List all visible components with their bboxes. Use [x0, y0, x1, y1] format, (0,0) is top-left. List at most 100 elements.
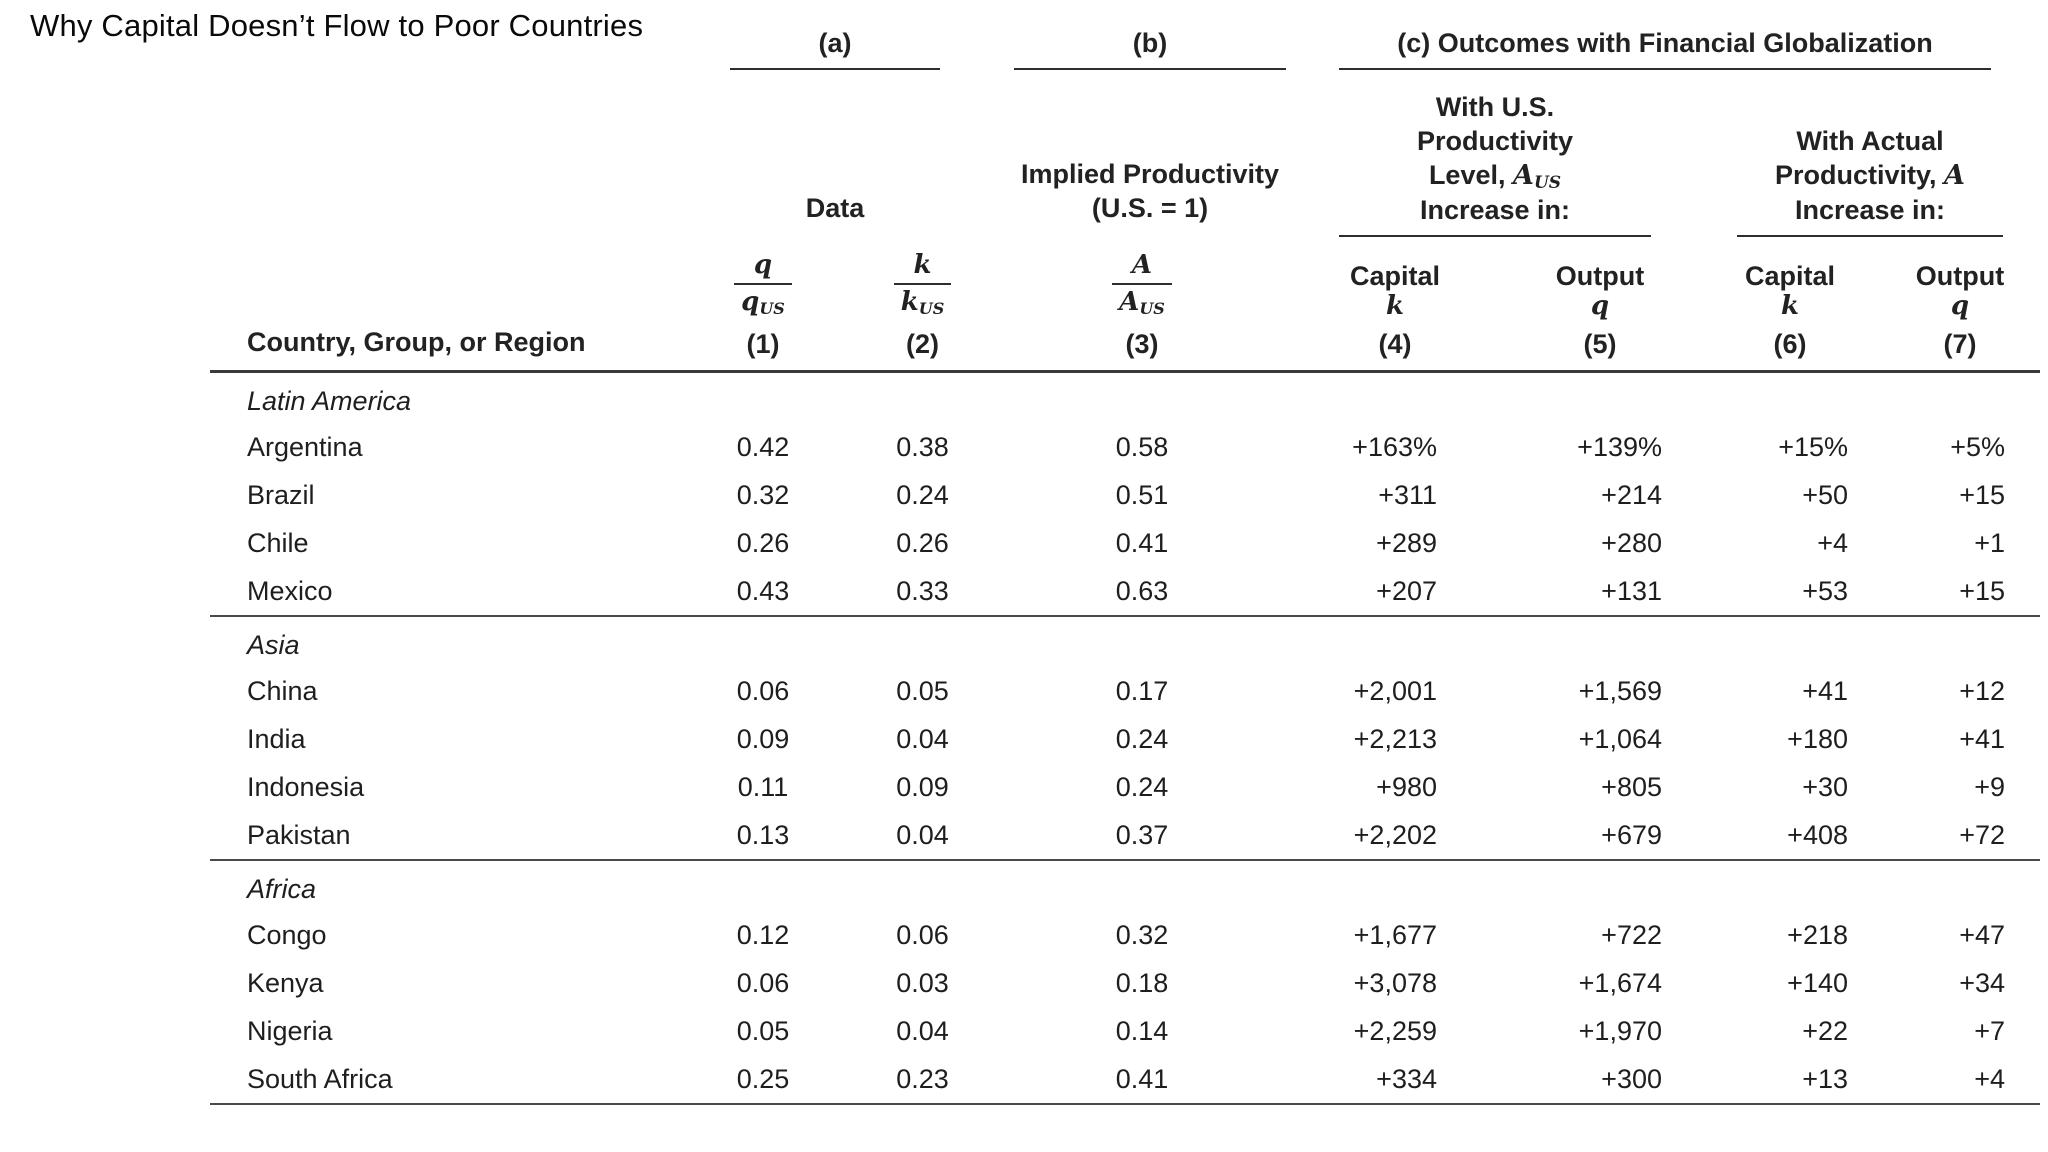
implied-productivity-label: Implied Productivity (U.S. = 1): [1020, 159, 1280, 223]
table-body: Latin America Argentina 0.42 0.38 0.58 +163% +…: [210, 372, 2040, 1105]
col4-header: Capital k (4): [1290, 237, 1500, 374]
value-cell-col6: +22: [1802, 1016, 1848, 1047]
value-cell-col6: +408: [1700, 811, 1880, 861]
value-cell-col4: +3,078: [1353, 968, 1437, 999]
col3-number: (3): [1125, 329, 1159, 360]
value-cell-col1: 0.12: [736, 920, 790, 951]
value-cell-col2: 0.05: [896, 676, 949, 707]
value-cell-col2: 0.06: [896, 920, 949, 951]
value-cell-col6: +13: [1700, 1055, 1880, 1105]
col4-number: (4): [1378, 329, 1412, 360]
value-cell-col7: +41: [1959, 724, 2005, 755]
country-column-header: Country, Group, or Region: [210, 237, 660, 374]
subscript-us: US: [759, 299, 785, 319]
col3-header: A AUS (3): [1010, 237, 1290, 374]
group-c-header: (c) Outcomes with Financial Globalizatio…: [1290, 24, 2040, 70]
value-cell-col1: 0.06: [736, 676, 790, 707]
value-cell-col6: +140: [1787, 968, 1848, 999]
country-row: Argentina 0.42 0.38 0.58 +163% +139% +15% +5%: [210, 424, 2040, 472]
value-cell-col2: 0.38: [896, 432, 949, 463]
value-cell-col3: 0.41: [1115, 528, 1169, 559]
country-name: Nigeria: [247, 1016, 333, 1047]
value-cell-col4: +207: [1290, 567, 1500, 617]
data-subheader: Data: [660, 70, 1010, 237]
value-cell-col2: 0.04: [896, 724, 949, 755]
country-row: Brazil 0.32 0.24 0.51 +311 +214 +50 +15: [210, 472, 2040, 520]
country-row: South Africa 0.25 0.23 0.41 +334 +300 +13 +4: [210, 1055, 2040, 1105]
actual-productivity-rule: [1737, 235, 2003, 237]
fraction-q-over-qus: q qUS: [734, 250, 792, 319]
value-cell-col6: +41: [1802, 676, 1848, 707]
country-name: Brazil: [247, 480, 315, 511]
value-cell-col2: 0.04: [835, 811, 1010, 861]
math-var-k: k: [1385, 291, 1404, 322]
group-b-label: (b): [1132, 28, 1168, 58]
value-cell-col1: 0.25: [660, 1055, 835, 1105]
value-cell-col1: 0.13: [660, 811, 835, 861]
col7-number: (7): [1943, 329, 1977, 360]
region-row: Africa: [210, 860, 2040, 912]
value-cell-col3: 0.58: [1115, 432, 1169, 463]
country-name: Kenya: [247, 968, 324, 999]
group-header-spacer: [210, 24, 660, 70]
value-cell-col4: +334: [1290, 1055, 1500, 1105]
math-var-k: k: [1780, 291, 1799, 322]
group-header-row: (a) (b) (c) Outcomes with Financial Glob…: [210, 24, 2040, 70]
subheader-spacer: [210, 70, 660, 237]
group-a-label: (a): [818, 28, 852, 58]
value-cell-col5: +805: [1601, 772, 1662, 803]
value-cell-col7: +9: [1974, 772, 2005, 803]
value-cell-col6: +15%: [1778, 432, 1848, 463]
country-name: Mexico: [210, 567, 660, 617]
col5-number: (5): [1583, 329, 1617, 360]
group-a-header: (a): [660, 24, 1010, 70]
implied-productivity-subheader: Implied Productivity (U.S. = 1): [1010, 70, 1290, 237]
col1-header: q qUS (1): [660, 237, 835, 374]
value-cell-col7: +72: [1880, 811, 2040, 861]
value-cell-col1: 0.11: [737, 772, 789, 803]
value-cell-col3: 0.41: [1010, 1055, 1290, 1105]
col2-header: k kUS (2): [835, 237, 1010, 374]
value-cell-col6: +53: [1700, 567, 1880, 617]
country-row: China 0.06 0.05 0.17 +2,001 +1,569 +41 +12: [210, 668, 2040, 716]
value-cell-col4: +163%: [1352, 432, 1437, 463]
value-cell-col7: +4: [1880, 1055, 2040, 1105]
value-cell-col3: 0.32: [1115, 920, 1169, 951]
value-cell-col2: 0.09: [896, 772, 949, 803]
value-cell-col1: 0.06: [736, 968, 790, 999]
value-cell-col2: 0.26: [896, 528, 949, 559]
value-cell-col1: 0.09: [736, 724, 790, 755]
value-cell-col4: +980: [1376, 772, 1437, 803]
value-cell-col2: 0.24: [896, 480, 949, 511]
value-cell-col3: 0.17: [1115, 676, 1169, 707]
country-row: Congo 0.12 0.06 0.32 +1,677 +722 +218 +47: [210, 912, 2040, 960]
value-cell-col4: +2,202: [1290, 811, 1500, 861]
value-cell-col6: +180: [1787, 724, 1848, 755]
country-row: Nigeria 0.05 0.04 0.14 +2,259 +1,970 +22 +7: [210, 1008, 2040, 1056]
value-cell-col7: +1: [1974, 528, 2005, 559]
fraction-k-over-kus: k kUS: [893, 250, 952, 319]
value-cell-col7: +34: [1959, 968, 2005, 999]
country-name: Congo: [247, 920, 327, 951]
value-cell-col4: +2,001: [1353, 676, 1437, 707]
group-c-label: (c) Outcomes with Financial Globalizatio…: [1397, 28, 1933, 58]
value-cell-col3: 0.24: [1115, 724, 1169, 755]
value-cell-col3: 0.24: [1115, 772, 1169, 803]
value-cell-col4: +2,213: [1353, 724, 1437, 755]
country-name: Chile: [247, 528, 309, 559]
column-header-row: Country, Group, or Region q qUS (1) k kU…: [210, 237, 2040, 374]
country-row: Indonesia 0.11 0.09 0.24 +980 +805 +30 +9: [210, 764, 2040, 812]
country-name: India: [247, 724, 306, 755]
group-b-header: (b): [1010, 24, 1290, 70]
col5-header: Output q (5): [1500, 237, 1700, 374]
value-cell-col5: +1,064: [1578, 724, 1662, 755]
country-name: South Africa: [210, 1055, 660, 1105]
value-cell-col7: +7: [1974, 1016, 2005, 1047]
page-title: Why Capital Doesn’t Flow to Poor Countri…: [30, 8, 644, 43]
value-cell-col1: 0.26: [736, 528, 790, 559]
value-cell-col5: +1,674: [1578, 968, 1662, 999]
value-cell-col3: 0.18: [1115, 968, 1169, 999]
subscript-us: US: [918, 299, 945, 319]
country-row: Chile 0.26 0.26 0.41 +289 +280 +4 +1: [210, 520, 2040, 568]
value-cell-col7: +15: [1959, 480, 2005, 511]
